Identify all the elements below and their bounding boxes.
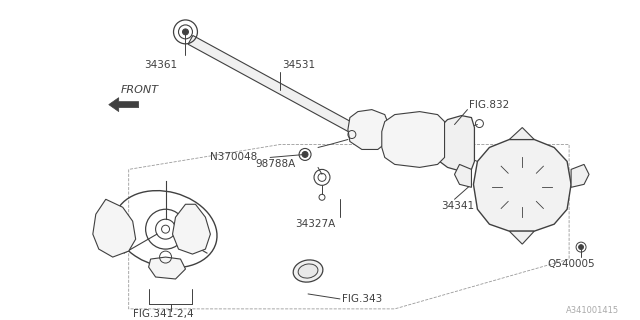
Polygon shape: [440, 116, 474, 172]
Text: N370048: N370048: [211, 152, 258, 163]
Polygon shape: [571, 164, 589, 187]
Polygon shape: [509, 231, 534, 244]
Polygon shape: [509, 128, 534, 140]
Text: FIG.341-2,4: FIG.341-2,4: [132, 309, 193, 319]
Text: FIG.832: FIG.832: [470, 100, 509, 110]
Circle shape: [182, 29, 188, 35]
Text: Q540005: Q540005: [547, 259, 595, 269]
Text: 34361: 34361: [144, 60, 177, 70]
Ellipse shape: [293, 260, 323, 282]
Text: 34531: 34531: [282, 60, 316, 70]
Polygon shape: [348, 110, 390, 149]
Ellipse shape: [298, 264, 318, 278]
Text: 34327A: 34327A: [295, 219, 335, 229]
Text: 34341: 34341: [442, 201, 475, 211]
Text: 98788A: 98788A: [255, 159, 296, 169]
Polygon shape: [93, 199, 136, 257]
Text: A341001415: A341001415: [566, 306, 619, 316]
Circle shape: [579, 244, 584, 250]
Circle shape: [302, 151, 308, 157]
Polygon shape: [474, 140, 571, 231]
Text: FIG.343: FIG.343: [342, 294, 382, 304]
Polygon shape: [454, 164, 472, 187]
Polygon shape: [382, 112, 445, 167]
Polygon shape: [109, 98, 139, 112]
Polygon shape: [188, 36, 357, 134]
Polygon shape: [173, 204, 211, 254]
Polygon shape: [148, 257, 186, 279]
Text: FRONT: FRONT: [121, 85, 159, 95]
